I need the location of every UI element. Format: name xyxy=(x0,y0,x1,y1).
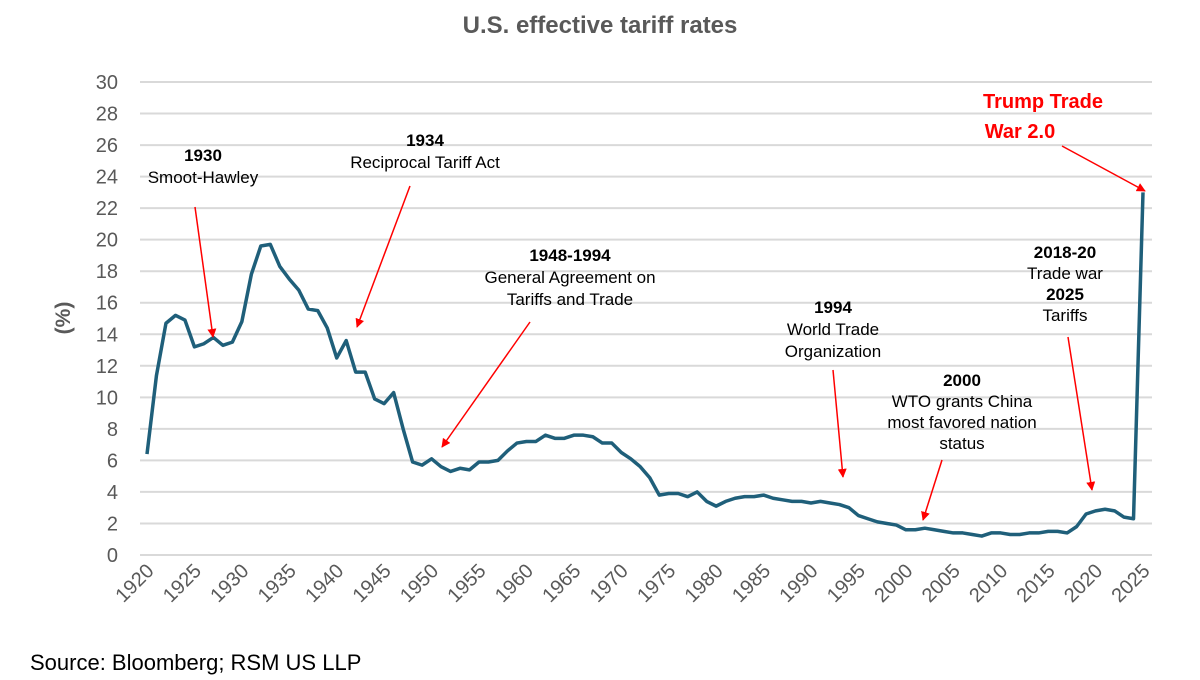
annotation-text: most favored nation xyxy=(887,413,1036,432)
annotation-text: Trade war xyxy=(1027,264,1103,283)
annotation: 2000 WTO grants China most favored nation s… xyxy=(887,371,1036,453)
y-tick-label: 8 xyxy=(107,419,118,441)
annotation-text: 2025 xyxy=(1046,285,1084,304)
annotation-text: War 2.0 xyxy=(985,121,1055,143)
source-note: Source: Bloomberg; RSM US LLP xyxy=(30,650,361,675)
annotation-text: Tariffs xyxy=(1042,306,1087,325)
y-tick-label: 12 xyxy=(96,356,118,378)
annotation-arrow xyxy=(1061,145,1146,192)
annotation-text: Smoot-Hawley xyxy=(148,168,259,187)
annotation-arrow xyxy=(441,321,531,448)
annotation-arrow xyxy=(1067,336,1096,491)
y-tick-label: 6 xyxy=(107,450,118,472)
annotation-text: 2000 xyxy=(943,371,981,390)
annotation-arrow xyxy=(355,185,411,328)
annotation: Trump Trade War 2.0 xyxy=(983,91,1103,143)
y-tick-label: 18 xyxy=(96,261,118,283)
annotation-text: Trump Trade xyxy=(983,91,1103,113)
annotation-arrow xyxy=(832,369,847,478)
y-tick-label: 10 xyxy=(96,387,118,409)
y-tick-label: 26 xyxy=(96,135,118,157)
y-tick-label: 14 xyxy=(96,324,118,346)
annotation: 1948-1994 General Agreement on Tariffs and… xyxy=(484,246,655,309)
y-tick-label: 2 xyxy=(107,513,118,535)
annotation-text: Reciprocal Tariff Act xyxy=(350,153,500,172)
annotation: 1994 World Trade Organization xyxy=(785,298,881,361)
y-tick-label: 22 xyxy=(96,198,118,220)
annotation-text: Organization xyxy=(785,342,881,361)
annotation-text: World Trade xyxy=(787,320,879,339)
y-tick-label: 20 xyxy=(96,230,118,252)
annotation-text: status xyxy=(939,434,984,453)
annotation-arrow xyxy=(194,206,217,338)
y-axis-label: (%) xyxy=(52,302,75,335)
y-tick-label: 30 xyxy=(96,72,118,94)
annotation: 2018-20 Trade war 2025 Tariffs xyxy=(1027,243,1103,325)
y-tick-label: 16 xyxy=(96,293,118,315)
annotation-text: 1948-1994 xyxy=(529,246,611,265)
annotation: 1930 Smoot-Hawley xyxy=(148,146,259,187)
annotation-text: Tariffs and Trade xyxy=(507,290,633,309)
annotation: 1934 Reciprocal Tariff Act xyxy=(350,131,500,172)
y-tick-label: 28 xyxy=(96,104,118,126)
y-tick-label: 4 xyxy=(107,482,118,504)
chart-title: U.S. effective tariff rates xyxy=(463,12,738,39)
annotation-text: 1930 xyxy=(184,146,222,165)
annotation-arrow xyxy=(921,459,943,521)
tariff-rate-line xyxy=(145,192,1145,538)
annotation-text: General Agreement on xyxy=(484,268,655,287)
y-tick-label: 24 xyxy=(96,167,118,189)
annotation-text: 1934 xyxy=(406,131,444,150)
annotation-text: 1994 xyxy=(814,298,852,317)
annotation-text: 2018-20 xyxy=(1034,243,1096,262)
y-tick-label: 0 xyxy=(107,545,118,567)
annotation-text: WTO grants China xyxy=(892,392,1033,411)
